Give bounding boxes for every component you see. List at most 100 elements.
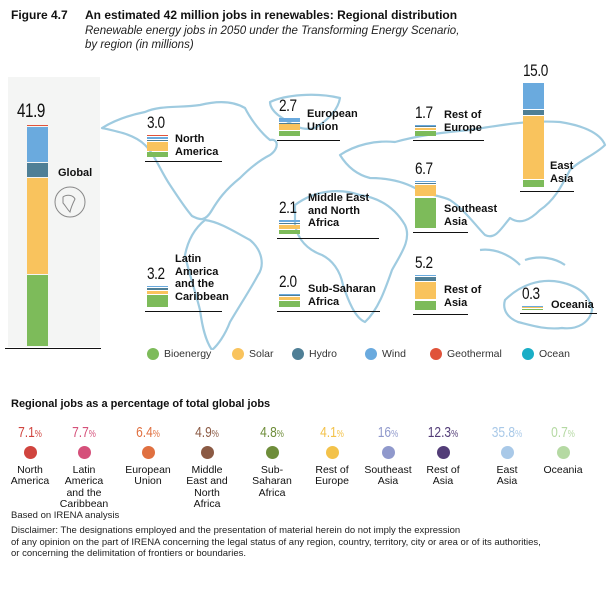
globe-icon — [54, 186, 86, 218]
north-america-total: 3.0 — [147, 113, 165, 133]
east-asia-total: 15.0 — [523, 61, 548, 80]
source-note: Based on IRENA analysis — [11, 510, 120, 521]
percent-region-label: North America — [10, 463, 50, 487]
rest-of-europe-bar-solar — [415, 127, 436, 130]
oceania-bar-bioenergy — [522, 308, 543, 310]
european-union-total: 2.7 — [279, 96, 297, 115]
disclaimer-line: of any opinion on the part of IRENA conc… — [11, 536, 541, 548]
southeast-asia-bar-wind — [415, 181, 436, 183]
sub-saharan-africa-underline — [277, 311, 380, 312]
legend-bioenergy: Bioenergy — [147, 348, 211, 360]
percent-region-label: European Union — [125, 463, 171, 487]
rest-of-europe-bar-wind — [415, 124, 436, 126]
east-asia-bar-bioenergy — [523, 179, 544, 187]
middle-east-and-north-africa-label: Middle East and North Africa — [308, 192, 370, 229]
percent-dot — [200, 445, 214, 459]
legend-geothermal: Geothermal — [430, 348, 502, 360]
latin-america-and-the-caribbean-bar-solar — [147, 291, 168, 295]
north-america-bar-solar — [147, 141, 168, 151]
legend-label: Geothermal — [447, 348, 502, 360]
subtitle-line: by region (in millions) — [85, 39, 194, 51]
east-asia-bar-hydro — [523, 110, 544, 115]
map-south-america — [183, 218, 263, 350]
disclaimer: Disclaimer: The designations employed an… — [11, 525, 541, 560]
legend-label: Wind — [382, 348, 406, 360]
middle-east-and-north-africa-bar-solar — [279, 225, 300, 230]
oceania-bar-wind — [522, 305, 543, 307]
geothermal-swatch — [430, 348, 442, 360]
legend-label: Ocean — [539, 348, 570, 360]
rest-of-europe-bar-bioenergy — [415, 130, 436, 136]
percent-item-rest-of-asia: 12.3% Rest of Asia — [414, 424, 472, 488]
european-union-label: European Union — [307, 108, 358, 133]
latin-america-and-the-caribbean-underline — [145, 311, 222, 312]
middle-east-and-north-africa-bar-hydro — [279, 223, 300, 225]
percent-dot — [77, 445, 91, 459]
percent-region-label: Rest of Asia — [426, 463, 460, 487]
north-america-bar-bioenergy — [147, 151, 168, 157]
percent-value: 7.7% — [72, 424, 96, 441]
rest-of-asia-bar-solar — [415, 282, 436, 300]
oceania-bar-solar — [522, 307, 543, 308]
percent-value: 16% — [377, 424, 399, 441]
percent-value: 7.1% — [18, 424, 42, 441]
percent-item-latin-america-and-the-caribbean: 7.7% Latin America and the Caribbean — [55, 424, 113, 511]
hydro-swatch — [292, 348, 304, 360]
chart-subtitle: Renewable energy jobs in 2050 under the … — [85, 24, 459, 52]
global-baseline — [5, 348, 101, 349]
sub-saharan-africa-total: 2.0 — [279, 271, 297, 291]
middle-east-and-north-africa-underline — [277, 238, 379, 239]
subtitle-line: Renewable energy jobs in 2050 under the … — [85, 25, 460, 37]
north-america-bar-wind — [147, 136, 168, 140]
wind-swatch — [365, 348, 377, 360]
european-union-bar-solar — [279, 124, 300, 130]
global-bar-solar — [27, 177, 48, 274]
percent-section-title: Regional jobs as a percentage of total g… — [11, 398, 271, 410]
percent-dot — [381, 445, 395, 459]
percent-dot — [500, 445, 514, 459]
legend-ocean: Ocean — [522, 348, 570, 360]
latin-america-and-the-caribbean-bar-hydro — [147, 287, 168, 291]
percent-item-european-union: 6.4% European Union — [119, 425, 177, 488]
percent-region-label: Middle East and North Africa — [186, 463, 228, 510]
middle-east-and-north-africa-bar-bioenergy — [279, 230, 300, 234]
global-bar-hydro — [27, 163, 48, 177]
east-asia-bar-solar — [523, 115, 544, 179]
bioenergy-swatch — [147, 348, 159, 360]
percent-item-oceania: 0.7% Oceania — [534, 425, 592, 476]
latin-america-and-the-caribbean-bar-bioenergy — [147, 295, 168, 307]
east-asia-bar-wind — [523, 83, 544, 110]
disclaimer-line: Disclaimer: The designations employed an… — [11, 525, 461, 536]
global-bar-bioenergy — [27, 274, 48, 346]
north-america-underline — [145, 161, 222, 162]
percent-value: 4.9% — [195, 424, 219, 441]
east-asia-underline — [520, 191, 574, 192]
rest-of-asia-bar-wind — [415, 274, 436, 277]
percent-item-sub-saharan-africa: 4.8% Sub- Saharan Africa — [243, 425, 301, 499]
solar-swatch — [232, 348, 244, 360]
north-america-label: North America — [175, 133, 219, 158]
rest-of-europe-underline — [413, 140, 484, 141]
percent-dot — [141, 445, 155, 459]
latin-america-and-the-caribbean-total: 3.2 — [147, 263, 165, 283]
map-southeast-asia-islands — [479, 248, 566, 266]
map-africa — [293, 190, 409, 324]
global-total: 41.9 — [17, 101, 45, 122]
percent-value: 12.3% — [427, 424, 459, 441]
legend-label: Solar — [249, 348, 274, 360]
middle-east-and-north-africa-total: 2.1 — [279, 198, 297, 218]
european-union-bar-wind — [279, 118, 300, 122]
sub-saharan-africa-label: Sub-Saharan Africa — [308, 283, 376, 308]
north-america-bar-geothermal — [147, 135, 168, 137]
legend-label: Hydro — [309, 348, 338, 360]
global-bar-wind — [27, 127, 48, 163]
percent-region-label: Latin America and the Caribbean — [59, 463, 109, 510]
european-union-bar-hydro — [279, 122, 300, 124]
oceania-underline — [520, 313, 597, 314]
southeast-asia-label: Southeast Asia — [444, 203, 498, 228]
legend-label: Bioenergy — [164, 348, 212, 360]
percent-value: 35.8% — [491, 424, 523, 441]
percent-dot — [556, 445, 570, 459]
latin-america-and-the-caribbean-label: Latin America and the Caribbean — [175, 253, 229, 303]
southeast-asia-underline — [413, 232, 468, 233]
